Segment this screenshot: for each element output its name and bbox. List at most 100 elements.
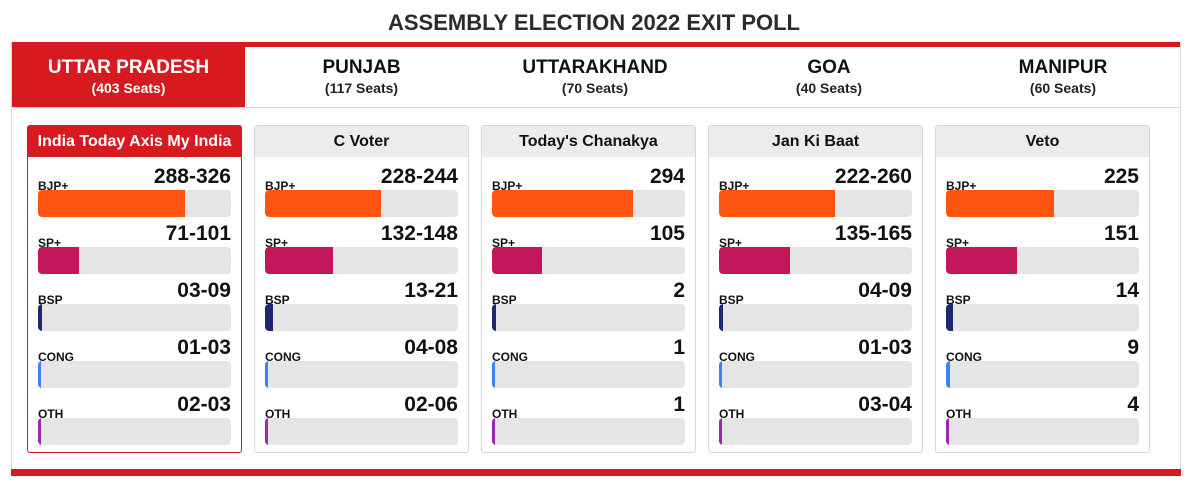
seat-projection: 1: [673, 336, 685, 359]
bottom-accent-bar: [11, 469, 1181, 476]
party-label: OTH: [265, 407, 291, 421]
seat-projection: 135-165: [834, 222, 912, 245]
poll-card-c-voter[interactable]: C Voter BJP+ 228-244 SP+ 132-148 BSP 13-…: [254, 125, 469, 453]
seat-bar-track: [38, 361, 231, 388]
seat-bar-track: [265, 304, 458, 331]
party-label: BJP+: [265, 179, 296, 193]
party-label: OTH: [492, 407, 518, 421]
seat-projection: 71-101: [165, 222, 231, 245]
seat-projection: 2: [673, 279, 685, 302]
party-row-cong: CONG 01-03: [719, 334, 912, 391]
party-row-bsp: BSP 03-09: [38, 277, 231, 334]
party-row-oth: OTH 02-03: [38, 391, 231, 448]
party-row-sp: SP+ 132-148: [265, 220, 458, 277]
seat-bar-fill: [946, 361, 951, 388]
seat-bar-track: [38, 304, 231, 331]
party-label: SP+: [38, 236, 62, 250]
party-row-cong: CONG 04-08: [265, 334, 458, 391]
seat-bar-track: [719, 418, 912, 445]
seat-projection: 14: [1115, 279, 1139, 302]
seat-projection: 9: [1127, 336, 1139, 359]
party-row-sp: SP+ 71-101: [38, 220, 231, 277]
party-row-sp: SP+ 151: [946, 220, 1139, 277]
party-label: CONG: [38, 350, 74, 364]
tab-label: GOA: [807, 57, 851, 78]
seat-projection: 151: [1103, 222, 1139, 245]
poll-card-jan-ki-baat[interactable]: Jan Ki Baat BJP+ 222-260 SP+ 135-165 BSP…: [708, 125, 923, 453]
seat-bar-fill: [265, 418, 268, 445]
tab-uttar-pradesh[interactable]: UTTAR PRADESH (403 Seats): [12, 47, 245, 107]
poll-agency-name: Veto: [936, 126, 1149, 157]
seat-bar-track: [946, 361, 1139, 388]
seat-bar-track: [719, 361, 912, 388]
page-title: ASSEMBLY ELECTION 2022 EXIT POLL: [388, 10, 800, 35]
seat-bar-fill: [38, 418, 41, 445]
seat-bar-track: [38, 247, 231, 274]
party-row-oth: OTH 03-04: [719, 391, 912, 448]
poll-card-india-today-axis[interactable]: India Today Axis My India BJP+ 288-326 S…: [27, 125, 242, 453]
seat-bar-track: [946, 190, 1139, 217]
tab-seats: (40 Seats): [795, 80, 863, 96]
seat-bar-fill: [492, 190, 633, 217]
seat-bar-track: [492, 361, 685, 388]
tab-punjab[interactable]: PUNJAB (117 Seats): [245, 47, 478, 107]
party-label: BSP: [492, 293, 517, 307]
tab-uttarakhand[interactable]: UTTARAKHAND (70 Seats): [478, 47, 712, 107]
seat-bar-fill: [719, 247, 791, 274]
seat-bar-fill: [946, 190, 1055, 217]
party-row-bjp: BJP+ 288-326: [38, 163, 231, 220]
seat-projection: 222-260: [834, 165, 912, 188]
party-row-oth: OTH 02-06: [265, 391, 458, 448]
party-label: SP+: [492, 236, 516, 250]
seat-projection: 03-09: [177, 279, 231, 302]
seat-bar-fill: [492, 247, 543, 274]
party-row-oth: OTH 1: [492, 391, 685, 448]
seat-bar-fill: [719, 418, 722, 445]
tab-seats: (60 Seats): [1029, 80, 1097, 96]
seat-bar-track: [719, 190, 912, 217]
seat-bar-fill: [38, 247, 79, 274]
tab-label: PUNJAB: [322, 57, 401, 78]
party-row-bsp: BSP 14: [946, 277, 1139, 334]
seat-projection: 105: [649, 222, 685, 245]
seat-bar-track: [265, 361, 458, 388]
seat-bar-fill: [38, 361, 41, 388]
party-label: OTH: [38, 407, 64, 421]
seat-bar-track: [946, 247, 1139, 274]
party-label: SP+: [265, 236, 289, 250]
tab-seats: (403 Seats): [91, 80, 166, 96]
party-row-sp: SP+ 135-165: [719, 220, 912, 277]
party-label: CONG: [946, 350, 982, 364]
party-label: SP+: [946, 236, 970, 250]
party-label: BJP+: [492, 179, 523, 193]
seat-bar-track: [719, 304, 912, 331]
party-label: OTH: [946, 407, 972, 421]
poll-card-veto[interactable]: Veto BJP+ 225 SP+ 151 BSP 14 CONG 9: [935, 125, 1150, 453]
seat-bar-fill: [719, 190, 835, 217]
party-row-bsp: BSP 2: [492, 277, 685, 334]
seat-bar-track: [38, 190, 231, 217]
poll-card-todays-chanakya[interactable]: Today's Chanakya BJP+ 294 SP+ 105 BSP 2 …: [481, 125, 696, 453]
party-label: CONG: [265, 350, 301, 364]
seat-bar-fill: [265, 304, 273, 331]
seat-bar-track: [719, 247, 912, 274]
poll-agency-name: Today's Chanakya: [482, 126, 695, 157]
party-row-cong: CONG 9: [946, 334, 1139, 391]
party-label: BJP+: [38, 179, 69, 193]
party-row-bjp: BJP+ 222-260: [719, 163, 912, 220]
poll-cards: India Today Axis My India BJP+ 288-326 S…: [27, 125, 1157, 453]
seat-bar-fill: [265, 247, 333, 274]
seat-bar-fill: [265, 361, 268, 388]
party-row-cong: CONG 01-03: [38, 334, 231, 391]
party-label: BSP: [38, 293, 63, 307]
tab-seats: (117 Seats): [324, 80, 399, 96]
tab-goa[interactable]: GOA (40 Seats): [712, 47, 946, 107]
party-row-sp: SP+ 105: [492, 220, 685, 277]
party-label: SP+: [719, 236, 743, 250]
seat-bar-fill: [719, 304, 723, 331]
top-accent-bar: [12, 42, 1180, 47]
tab-manipur[interactable]: MANIPUR (60 Seats): [946, 47, 1180, 107]
seat-projection: 294: [649, 165, 685, 188]
seat-bar-track: [492, 247, 685, 274]
seat-projection: 04-08: [404, 336, 458, 359]
